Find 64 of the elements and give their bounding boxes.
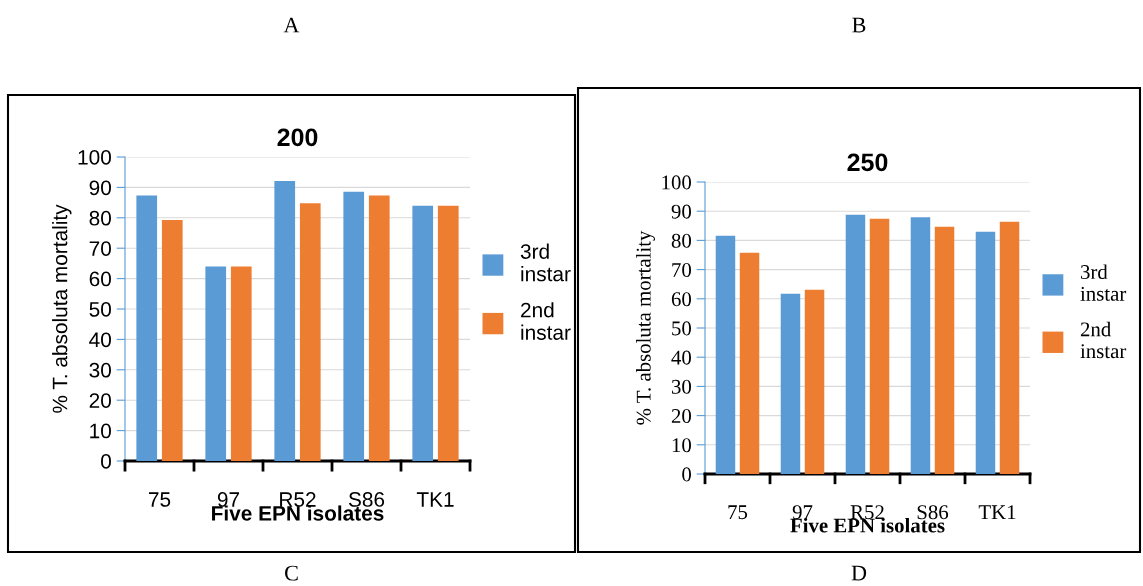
bar <box>934 226 955 474</box>
y-tick-label: 70 <box>672 262 692 278</box>
y-tick-label: 100 <box>662 175 692 190</box>
chart-title: 200 <box>277 128 318 147</box>
x-tick-label: TK1 <box>978 505 1016 520</box>
x-tick-label: S86 <box>917 505 949 520</box>
bar <box>412 205 434 461</box>
y-tick-label: 80 <box>671 233 692 248</box>
x-tick-label: 97 <box>217 492 240 507</box>
bar <box>975 231 996 474</box>
y-tick-label: 30 <box>671 379 692 394</box>
bar <box>230 266 252 461</box>
text: A <box>283 17 300 33</box>
y-tick-label: 40 <box>671 350 692 365</box>
y-tick-label: 50 <box>672 321 692 336</box>
bar <box>869 218 890 474</box>
x-tick-label: R52 <box>280 492 316 507</box>
y-tick-label: 30 <box>89 362 111 378</box>
y-tick-label: 90 <box>89 180 111 196</box>
legend-label: 3rd instar <box>520 243 571 282</box>
bar <box>161 219 183 461</box>
x-tick-label: S86 <box>348 492 385 507</box>
y-tick-label: 100 <box>78 150 111 165</box>
y-tick-label: 40 <box>89 332 111 348</box>
legend-label: 2nd instar <box>1080 321 1127 359</box>
bar <box>343 191 365 461</box>
y-tick-label: 90 <box>671 204 692 219</box>
y-tick-label: 0 <box>682 467 692 482</box>
y-axis-title: % T. absoluta mortality <box>52 204 72 413</box>
y-tick-label: 10 <box>90 423 111 439</box>
bar <box>136 195 158 461</box>
y-tick-label: 50 <box>89 302 111 317</box>
x-tick-label: TK1 <box>416 492 454 507</box>
y-tick-label: 60 <box>89 271 111 287</box>
x-tick-label: 75 <box>728 505 748 520</box>
bar <box>274 181 296 461</box>
y-tick-label: 10 <box>672 438 692 453</box>
y-tick-label: 60 <box>671 292 692 307</box>
bar <box>780 293 801 474</box>
legend-label: 3rd instar <box>1080 264 1127 301</box>
y-tick-label: 80 <box>89 210 111 226</box>
y-tick-label: 0 <box>101 454 111 469</box>
bar <box>910 217 931 474</box>
bar <box>437 205 459 461</box>
bar <box>845 214 866 474</box>
text: B <box>852 17 866 33</box>
legend-label: 2nd instar <box>521 302 571 340</box>
x-tick-label: 75 <box>148 492 171 507</box>
bar <box>999 221 1020 474</box>
bar <box>739 252 760 474</box>
bar <box>205 266 227 461</box>
x-tick-label: 97 <box>792 505 813 520</box>
chart-title: 250 <box>847 153 888 172</box>
bar <box>368 195 390 461</box>
bar <box>804 289 825 474</box>
y-tick-label: 70 <box>89 241 111 256</box>
y-axis-title: % T. absoluta mortality <box>636 230 655 425</box>
bar <box>715 235 736 474</box>
y-tick-label: 20 <box>671 408 692 424</box>
y-tick-label: 20 <box>89 393 111 408</box>
text: C <box>285 565 298 581</box>
text: D <box>851 565 867 581</box>
bar <box>299 203 321 461</box>
x-tick-label: R52 <box>850 505 884 520</box>
